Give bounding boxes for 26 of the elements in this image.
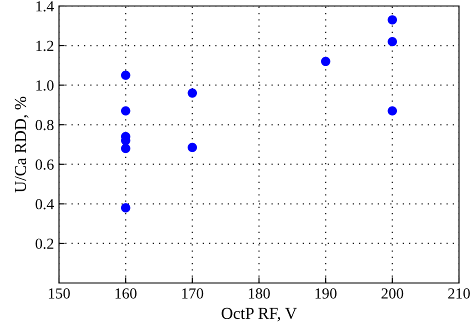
y-axis-title: U/Ca RDD, % — [14, 96, 28, 193]
x-tick-label: 200 — [382, 288, 404, 299]
y-tick-label: 1.0 — [36, 80, 54, 91]
x-tick-label: 160 — [116, 288, 137, 299]
y-tick-label: 0.2 — [36, 238, 54, 249]
point — [388, 106, 397, 116]
point — [188, 142, 197, 152]
x-axis-title: OctP RF, V — [222, 308, 297, 322]
point — [121, 70, 130, 80]
point — [321, 56, 330, 66]
x-tick-label: 180 — [248, 288, 270, 299]
point — [388, 15, 397, 25]
x-tick-label: 170 — [182, 288, 204, 299]
x-tick-label: 190 — [316, 288, 337, 299]
y-tick-label: 1.2 — [36, 40, 54, 52]
x-tick-label: 150 — [48, 288, 70, 299]
y-tick-label: 0.6 — [36, 159, 54, 170]
point — [121, 144, 130, 154]
y-tick-label: 0.4 — [36, 199, 54, 210]
x-tick-label: 210 — [448, 288, 470, 299]
point — [121, 203, 130, 212]
point — [388, 36, 397, 46]
y-tick-label: 1.4 — [36, 1, 54, 12]
y-tick-label: 0.8 — [36, 120, 54, 130]
point — [188, 88, 197, 98]
point — [121, 106, 130, 116]
